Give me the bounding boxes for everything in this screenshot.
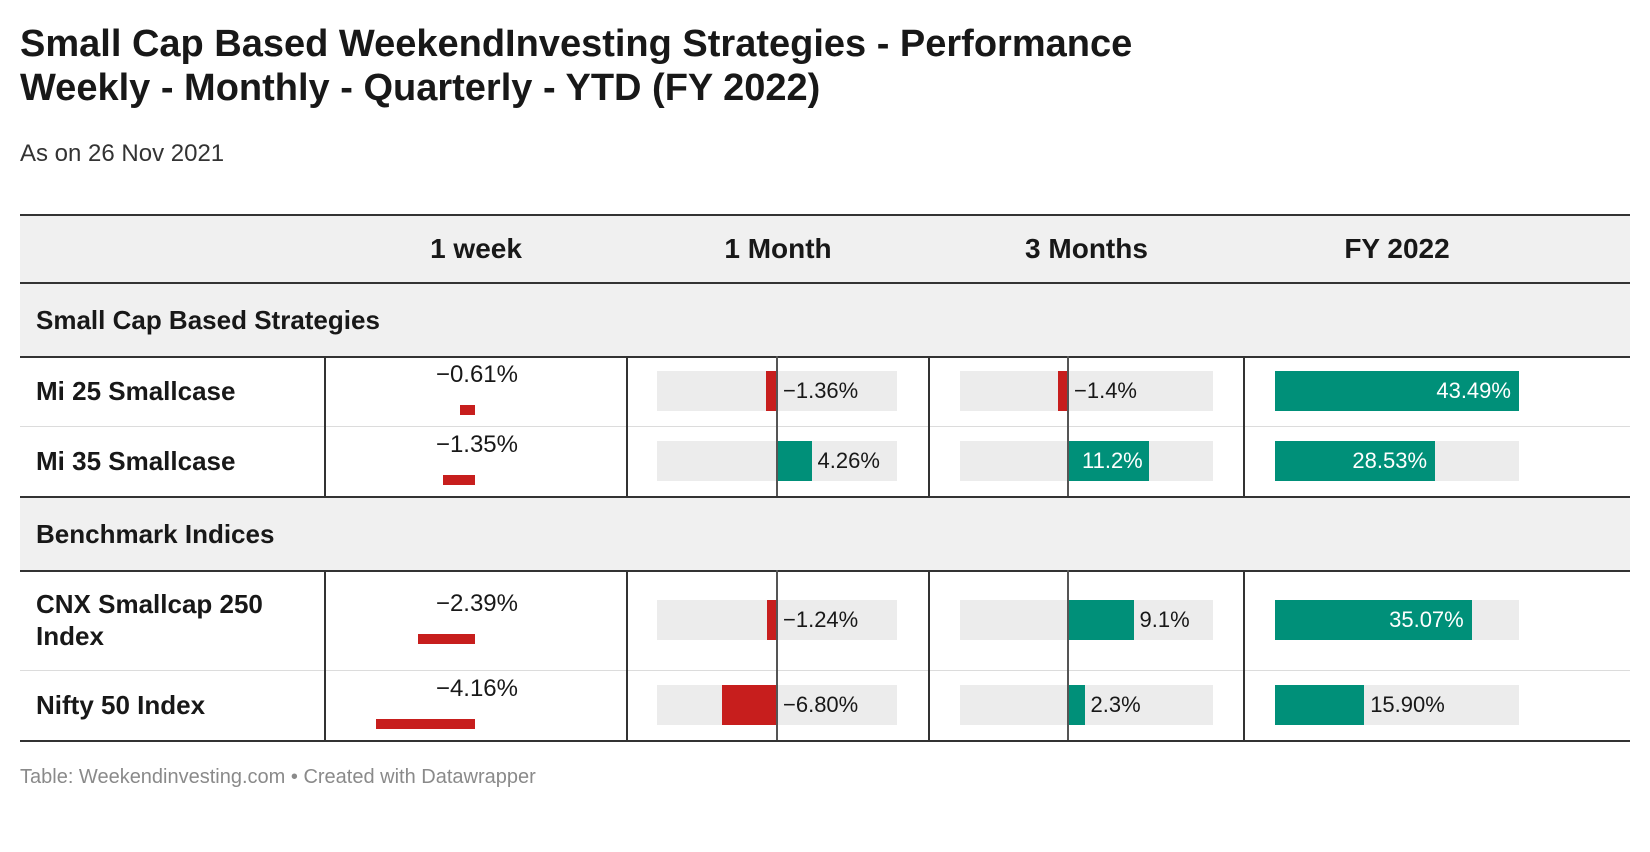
group-label: Benchmark Indices <box>36 519 275 549</box>
positive-bar <box>1068 685 1085 725</box>
column-divider <box>324 570 326 740</box>
row-label: Mi 35 Smallcase <box>36 446 236 476</box>
week-bar <box>442 475 475 485</box>
column-header-1-week[interactable]: 1 week <box>430 233 522 264</box>
bar-value-label: −6.80% <box>783 692 859 717</box>
week-value-label: −1.35% <box>435 431 518 458</box>
table-header-row: 1 week 1 Month 3 Months FY 2022 <box>20 214 1630 284</box>
column-divider <box>324 356 326 496</box>
bar-value-label: 43.49% <box>1436 378 1511 403</box>
row-label: CNX Smallcap 250 Index <box>36 589 263 651</box>
bar-value-label: 9.1% <box>1139 607 1190 632</box>
bar-track <box>960 371 1213 411</box>
group-bottom-border <box>20 496 1630 498</box>
bar-value-label: −1.4% <box>1074 378 1137 403</box>
positive-bar <box>1275 441 1436 481</box>
week-bar <box>460 405 475 415</box>
week-value-label: −4.16% <box>435 675 518 702</box>
group-header-row: Small Cap Based Strategies <box>20 284 1630 358</box>
column-divider <box>626 570 628 740</box>
week-value-label: −2.39% <box>435 590 518 617</box>
row-divider <box>20 670 1630 671</box>
chart-title: Small Cap Based WeekendInvesting Strateg… <box>20 22 1132 110</box>
bar-track <box>960 685 1213 725</box>
bar-value-label: 15.90% <box>1370 692 1445 717</box>
title-line-2: Weekly - Monthly - Quarterly - YTD (FY 2… <box>20 67 821 109</box>
zero-axis-line <box>1067 570 1069 670</box>
column-divider <box>1243 570 1245 740</box>
bar-value-label: 4.26% <box>817 448 880 473</box>
column-header-fy-2022[interactable]: FY 2022 <box>1344 233 1450 264</box>
zero-axis-line <box>1067 670 1069 740</box>
bar-value-label: 28.53% <box>1352 448 1428 473</box>
positive-bar <box>1275 685 1365 725</box>
zero-axis-line <box>776 670 778 740</box>
zero-axis-line <box>776 570 778 670</box>
negative-bar <box>721 685 777 725</box>
zero-axis-line <box>776 426 778 496</box>
negative-bar <box>765 371 777 411</box>
positive-bar <box>1068 441 1149 481</box>
group-bottom-border <box>20 740 1630 742</box>
column-divider <box>1243 356 1245 496</box>
subtitle: As on 26 Nov 2021 <box>20 140 225 167</box>
negative-bar <box>766 600 777 640</box>
week-bar <box>375 719 475 729</box>
column-header-1-month[interactable]: 1 Month <box>724 233 832 264</box>
positive-bar <box>1068 600 1134 640</box>
positive-bar <box>1275 371 1519 411</box>
bar-value-label: 11.2% <box>1082 448 1143 473</box>
group-label: Small Cap Based Strategies <box>36 305 380 335</box>
zero-axis-line <box>776 356 778 426</box>
zero-axis-line <box>1067 426 1069 496</box>
group-header-row: Benchmark Indices <box>20 498 1630 572</box>
positive-bar <box>777 441 812 481</box>
row-divider <box>20 426 1630 427</box>
row-label: Nifty 50 Index <box>36 690 206 720</box>
footer-credit: Table: Weekendinvesting.com • Created wi… <box>20 766 536 788</box>
column-header-3-months[interactable]: 3 Months <box>1025 233 1148 264</box>
week-bar <box>418 634 475 644</box>
column-divider <box>626 356 628 496</box>
row-label: Mi 25 Smallcase <box>36 376 236 406</box>
title-line-1: Small Cap Based WeekendInvesting Strateg… <box>20 23 1133 65</box>
bar-value-label: 2.3% <box>1090 692 1141 717</box>
bar-value-label: −1.24% <box>783 607 859 632</box>
zero-axis-line <box>1067 356 1069 426</box>
bar-value-label: −1.36% <box>783 378 859 403</box>
negative-bar <box>1057 371 1068 411</box>
column-divider <box>928 570 930 740</box>
column-divider <box>928 356 930 496</box>
bar-value-label: 35.07% <box>1389 607 1464 632</box>
week-value-label: −0.61% <box>435 361 518 388</box>
positive-bar <box>1275 600 1472 640</box>
